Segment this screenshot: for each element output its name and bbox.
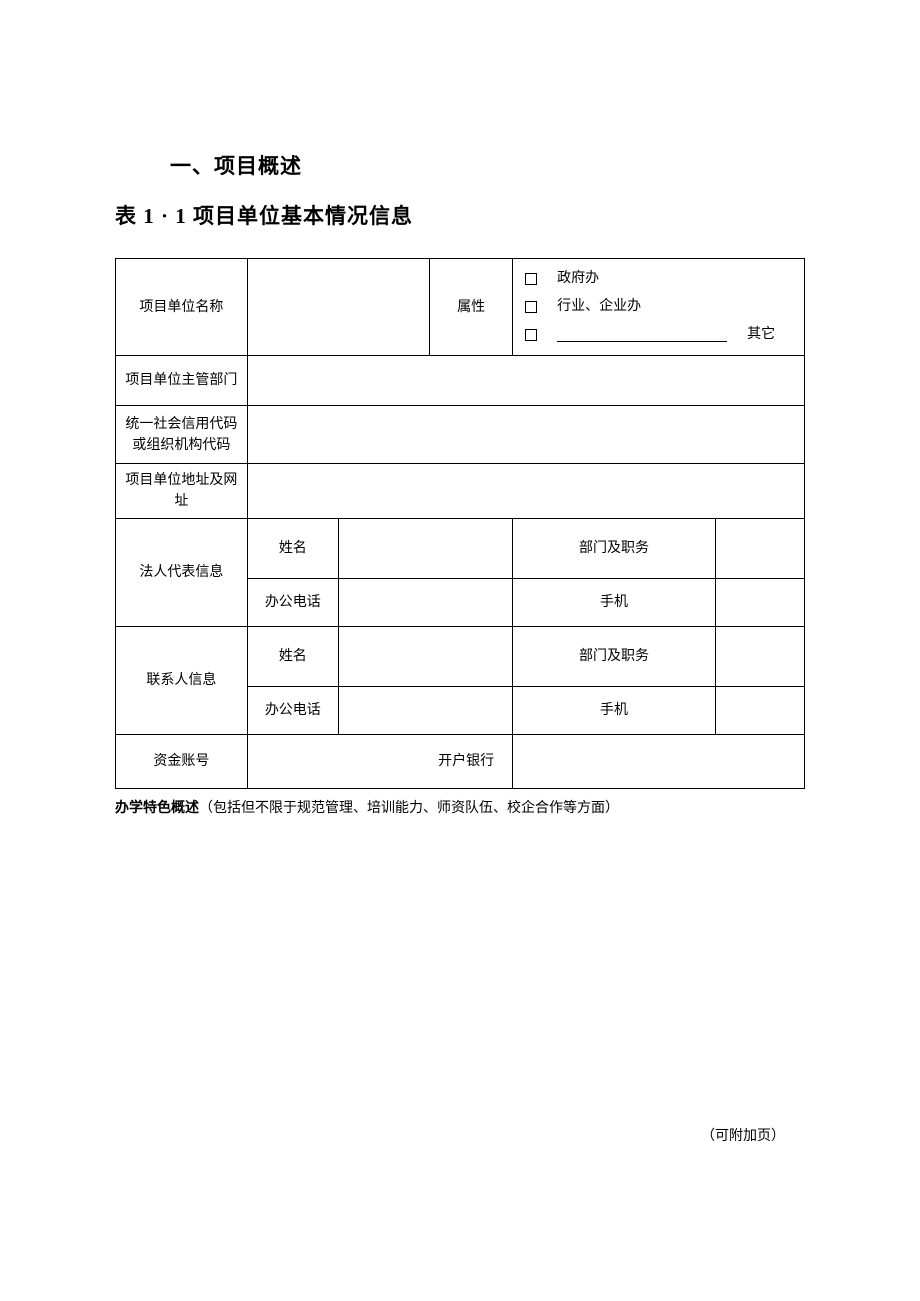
cell-legal-mobile-value[interactable] — [715, 579, 804, 627]
label-name: 姓名 — [247, 519, 338, 579]
label-supervisor: 项目单位主管部门 — [116, 356, 248, 406]
cell-credit-code-value[interactable] — [247, 406, 804, 464]
cell-legal-phone-value[interactable] — [338, 579, 512, 627]
info-table: 项目单位名称 属性 政府办 行业、企业办 其它 项目单位 — [115, 258, 805, 789]
label-bank: 开户银行 — [247, 735, 512, 789]
label-mobile: 手机 — [513, 687, 716, 735]
checkbox-icon[interactable] — [525, 301, 537, 313]
label-office-phone: 办公电话 — [247, 579, 338, 627]
label-dept-role: 部门及职务 — [513, 627, 716, 687]
section-heading: 一、项目概述 — [170, 150, 805, 180]
label-legal-rep: 法人代表信息 — [116, 519, 248, 627]
table-row: 联系人信息 姓名 部门及职务 — [116, 627, 805, 687]
label-credit-code: 统一社会信用代码或组织机构代码 — [116, 406, 248, 464]
cell-contact-phone-value[interactable] — [338, 687, 512, 735]
cell-contact-mobile-value[interactable] — [715, 687, 804, 735]
attr-option-industry[interactable]: 行业、企业办 — [525, 293, 800, 321]
cell-contact-dept-value[interactable] — [715, 627, 804, 687]
table-row: 项目单位主管部门 — [116, 356, 805, 406]
attr-option-label: 行业、企业办 — [557, 293, 641, 321]
label-unit-name: 项目单位名称 — [116, 259, 248, 356]
label-dept-role: 部门及职务 — [513, 519, 716, 579]
cell-address-url-value[interactable] — [247, 464, 804, 519]
label-address-url: 项目单位地址及网址 — [116, 464, 248, 519]
school-feature-title: 办学特色概述 — [115, 801, 199, 816]
label-attribute: 属性 — [430, 259, 513, 356]
cell-bank-value[interactable] — [513, 735, 805, 789]
attr-option-label: 其它 — [747, 321, 775, 349]
label-account-no: 资金账号 — [116, 735, 248, 789]
attr-option-gov[interactable]: 政府办 — [525, 265, 800, 293]
table-row: 统一社会信用代码或组织机构代码 — [116, 406, 805, 464]
attach-page-note: （可附加页） — [701, 1125, 785, 1145]
table-row: 项目单位名称 属性 政府办 行业、企业办 其它 — [116, 259, 805, 356]
document-page: 一、项目概述 表 1 · 1 项目单位基本情况信息 项目单位名称 属性 政府办 — [0, 0, 920, 877]
label-contact: 联系人信息 — [116, 627, 248, 735]
school-feature-desc: （包括但不限于规范管理、培训能力、师资队伍、校企合作等方面） — [199, 801, 619, 816]
table-row: 资金账号 开户银行 — [116, 735, 805, 789]
table-heading: 表 1 · 1 项目单位基本情况信息 — [115, 200, 805, 230]
other-underline[interactable] — [557, 328, 727, 342]
label-office-phone: 办公电话 — [247, 687, 338, 735]
attr-option-label: 政府办 — [557, 265, 599, 293]
cell-supervisor-value[interactable] — [247, 356, 804, 406]
cell-attribute-options: 政府办 行业、企业办 其它 — [513, 259, 805, 356]
cell-legal-dept-value[interactable] — [715, 519, 804, 579]
attr-option-other[interactable]: 其它 — [525, 321, 800, 349]
checkbox-icon[interactable] — [525, 329, 537, 341]
label-name: 姓名 — [247, 627, 338, 687]
cell-legal-name-value[interactable] — [338, 519, 512, 579]
checkbox-icon[interactable] — [525, 273, 537, 285]
table-row: 项目单位地址及网址 — [116, 464, 805, 519]
label-mobile: 手机 — [513, 579, 716, 627]
table-row: 法人代表信息 姓名 部门及职务 — [116, 519, 805, 579]
school-feature-line: 办学特色概述（包括但不限于规范管理、培训能力、师资队伍、校企合作等方面） — [115, 797, 805, 817]
cell-unit-name-value[interactable] — [247, 259, 429, 356]
cell-contact-name-value[interactable] — [338, 627, 512, 687]
